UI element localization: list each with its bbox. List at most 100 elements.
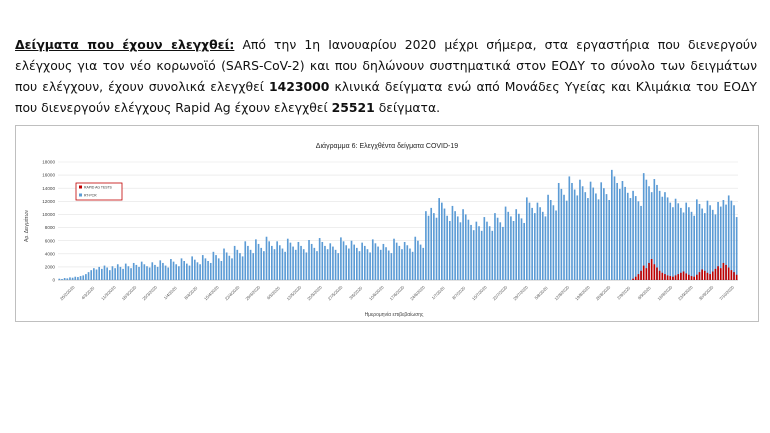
rapid-bar: [703, 270, 706, 280]
pcr-bar: [494, 213, 496, 280]
pcr-bar: [422, 247, 425, 280]
pcr-bar: [523, 222, 525, 280]
legend-label-rapid: RAPID AG TESTS: [84, 186, 113, 190]
pcr-bar: [297, 241, 300, 280]
pcr-bar: [265, 236, 268, 280]
pcr-bar: [278, 245, 281, 280]
pcr-bar: [170, 259, 172, 280]
pcr-bar: [581, 186, 584, 280]
pcr-bar: [98, 266, 100, 280]
x-tick-label: 8/7/2020: [451, 285, 467, 301]
pcr-bar: [127, 266, 130, 280]
pcr-bar: [552, 205, 555, 280]
x-tick-label: 15/4/2020: [203, 284, 220, 301]
pcr-bar: [188, 265, 191, 280]
pcr-bar: [77, 277, 79, 280]
pcr-bar: [220, 260, 223, 280]
pcr-bar: [268, 241, 270, 280]
pcr-bar: [116, 264, 119, 280]
pcr-bar: [366, 249, 369, 280]
total-rapid-samples: 25521: [331, 100, 375, 115]
pcr-bar: [209, 262, 212, 280]
pcr-bar: [616, 182, 618, 280]
pcr-bar: [111, 266, 114, 280]
rapid-bar: [658, 270, 661, 280]
pcr-bar: [539, 207, 541, 280]
x-tick-label: 27/5/2020: [327, 284, 344, 301]
pcr-bars: [58, 169, 738, 280]
x-tick-label: 6/5/2020: [266, 285, 282, 301]
pcr-bar: [640, 205, 642, 280]
pcr-bar: [573, 189, 576, 280]
rapid-bar: [637, 274, 640, 280]
pcr-bar: [106, 267, 108, 280]
y-tick-label: 12000: [42, 199, 55, 204]
rapid-bar: [685, 273, 688, 280]
rapid-bar: [653, 264, 656, 280]
rapid-bar: [709, 274, 711, 280]
y-tick-label: 6000: [45, 238, 56, 243]
pcr-bar: [472, 230, 475, 280]
pcr-bar: [193, 259, 196, 280]
x-tick-label: 19/8/2020: [574, 284, 591, 301]
pcr-bar: [435, 217, 438, 280]
pcr-bar: [257, 243, 260, 280]
rapid-bar: [632, 278, 634, 280]
pcr-bar: [231, 258, 233, 280]
pcr-bar: [478, 226, 480, 280]
x-tick-label: 16/9/2020: [656, 284, 673, 301]
pcr-bar: [464, 214, 467, 280]
pcr-bar: [618, 188, 621, 280]
pcr-bar: [212, 251, 215, 280]
pcr-bar: [148, 267, 151, 280]
rapid-bar: [733, 272, 735, 280]
pcr-bar: [717, 201, 719, 280]
pcr-bar: [90, 270, 93, 280]
pcr-bar: [727, 195, 730, 280]
pcr-bar: [337, 253, 340, 280]
pcr-bar: [510, 216, 512, 280]
x-tick-label: 2/9/2020: [616, 285, 632, 301]
pcr-bar: [207, 260, 209, 280]
pcr-bar: [305, 252, 308, 280]
pcr-bar: [255, 239, 257, 280]
x-tick-label: 29/7/2020: [512, 284, 529, 301]
legend-label-pcr: RT-PCR: [84, 194, 97, 198]
pcr-bar: [629, 198, 632, 280]
pcr-bar: [541, 211, 544, 280]
pcr-bar: [61, 279, 63, 280]
pcr-bar: [735, 217, 738, 280]
pcr-bar: [358, 251, 361, 280]
pcr-bar: [85, 274, 87, 280]
pcr-bar: [329, 243, 332, 280]
rapid-bar: [693, 276, 695, 280]
x-tick-label: 10/6/2020: [368, 284, 385, 301]
pcr-bar: [682, 212, 685, 280]
x-tick-label: 12/8/2020: [553, 284, 570, 301]
pcr-bar: [722, 200, 725, 280]
pcr-bar: [154, 264, 156, 280]
pcr-bar: [201, 255, 204, 280]
pcr-bar: [276, 241, 278, 280]
pcr-bar: [576, 195, 579, 280]
pcr-bar: [592, 187, 595, 280]
rapid-bar: [677, 274, 680, 280]
pcr-bar: [496, 217, 499, 280]
pcr-bar: [69, 277, 71, 280]
pcr-bar: [409, 248, 411, 280]
pcr-bar: [172, 261, 175, 280]
pcr-bar: [361, 242, 363, 280]
pcr-bar: [143, 264, 146, 280]
pcr-bar: [249, 249, 252, 280]
pcr-bar: [87, 272, 90, 280]
pcr-bar: [58, 278, 61, 280]
pcr-bar: [701, 208, 703, 280]
pcr-bar: [502, 226, 504, 280]
pcr-bar: [531, 207, 533, 280]
pcr-bar: [379, 249, 382, 280]
pcr-bar: [342, 241, 345, 280]
pcr-bar: [451, 205, 454, 280]
pcr-bar: [316, 251, 318, 280]
x-tick-label: 1/4/2020: [163, 285, 179, 301]
pcr-bar: [714, 214, 717, 280]
